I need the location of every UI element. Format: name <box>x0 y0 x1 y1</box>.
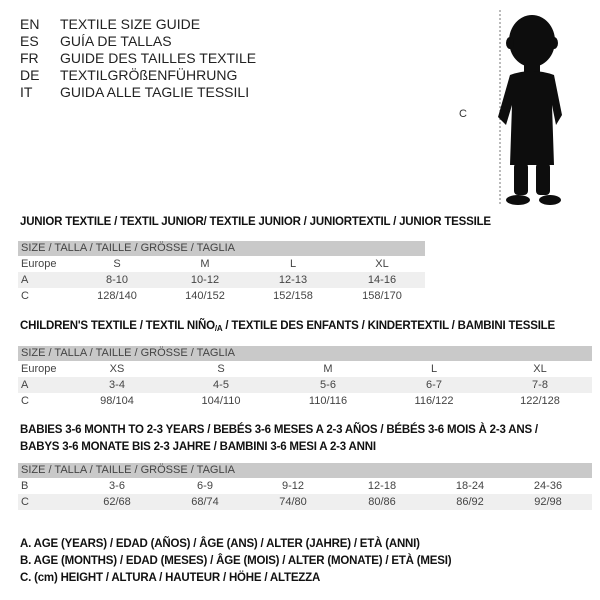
table-cell: 14-16 <box>367 274 397 286</box>
table-cell: M <box>323 363 333 375</box>
table-row: C 62/68 68/74 74/80 80/86 86/92 92/98 <box>18 494 592 510</box>
row-label: C <box>21 290 29 302</box>
title-text: GUIDE DES TAILLES TEXTILE <box>60 50 257 66</box>
table-cell: 3-4 <box>109 379 125 391</box>
table-cell: 128/140 <box>97 290 137 302</box>
table-cell: 5-6 <box>320 379 336 391</box>
table-cell: L <box>430 363 438 375</box>
row-label: Europe <box>21 363 57 375</box>
title-text: TEXTILGRÖßENFÜHRUNG <box>60 67 238 83</box>
junior-heading: JUNIOR TEXTILE / TEXTIL JUNIOR/ TEXTILE … <box>20 216 491 228</box>
child-silhouette-figure <box>498 10 562 205</box>
row-label: Europe <box>21 258 57 270</box>
babies-size-table: SIZE / TALLA / TAILLE / GRÖSSE / TAGLIA … <box>18 463 592 510</box>
title-it: IT GUIDA ALLE TAGLIE TESSILI <box>20 84 249 101</box>
table-cell: 6-9 <box>197 480 213 492</box>
children-heading-rest: / TEXTILE DES ENFANTS / KINDERTEXTIL / B… <box>222 320 555 332</box>
row-label: A <box>21 379 29 391</box>
table-cell: S <box>113 258 121 270</box>
table-row: C 128/140 140/152 152/158 158/170 <box>18 288 425 304</box>
table-cell: 104/110 <box>201 395 241 407</box>
table-cell: 80/86 <box>368 496 396 508</box>
measure-label: C <box>459 108 467 120</box>
babies-heading-line2: BABYS 3-6 MONATE BIS 2-3 JAHRE / BAMBINI… <box>20 441 376 453</box>
table-header: SIZE / TALLA / TAILLE / GRÖSSE / TAGLIA <box>18 463 592 478</box>
table-cell: 92/98 <box>534 496 562 508</box>
title-es: ES GUÍA DE TALLAS <box>20 33 172 50</box>
table-cell: 140/152 <box>185 290 225 302</box>
table-cell: 4-5 <box>213 379 229 391</box>
children-heading: CHILDREN'S TEXTILE / TEXTIL NIÑO/A / TEX… <box>20 320 555 333</box>
title-en: EN TEXTILE SIZE GUIDE <box>20 16 200 33</box>
table-cell: M <box>200 258 210 270</box>
table-cell: 18-24 <box>455 480 485 492</box>
legend-a: A. AGE (YEARS) / EDAD (AÑOS) / ÂGE (ANS)… <box>20 538 420 550</box>
table-cell: 152/158 <box>273 290 313 302</box>
table-cell: XL <box>533 363 547 375</box>
table-cell: 116/122 <box>414 395 454 407</box>
table-cell: 98/104 <box>100 395 134 407</box>
table-cell: 9-12 <box>281 480 305 492</box>
title-de: DE TEXTILGRÖßENFÜHRUNG <box>20 67 237 84</box>
table-cell: 62/68 <box>103 496 131 508</box>
table-cell: 3-6 <box>109 480 125 492</box>
table-cell: S <box>217 363 225 375</box>
table-cell: 158/170 <box>362 290 402 302</box>
table-row: A 8-10 10-12 12-13 14-16 <box>18 272 425 288</box>
table-cell: XL <box>375 258 389 270</box>
junior-size-table: SIZE / TALLA / TAILLE / GRÖSSE / TAGLIA … <box>18 241 425 304</box>
lang-code: EN <box>20 16 40 32</box>
table-cell: 12-18 <box>367 480 397 492</box>
table-cell: XS <box>109 363 125 375</box>
table-cell: 110/116 <box>308 395 348 407</box>
row-label: C <box>21 395 29 407</box>
table-cell: 8-10 <box>105 274 129 286</box>
lang-code: FR <box>20 50 39 66</box>
table-cell: 6-7 <box>426 379 442 391</box>
row-label: C <box>21 496 29 508</box>
table-row: B 3-6 6-9 9-12 12-18 18-24 24-36 <box>18 478 592 494</box>
child-silhouette-icon <box>498 15 562 205</box>
row-label: A <box>21 274 29 286</box>
children-heading-text: CHILDREN'S TEXTILE / TEXTIL NIÑO <box>20 320 215 332</box>
table-row: C 98/104 104/110 110/116 116/122 122/128 <box>18 393 592 409</box>
title-fr: FR GUIDE DES TAILLES TEXTILE <box>20 50 256 67</box>
children-heading-subscript: /A <box>214 324 223 333</box>
table-row: Europe XS S M L XL <box>18 361 592 377</box>
children-size-table: SIZE / TALLA / TAILLE / GRÖSSE / TAGLIA … <box>18 346 592 409</box>
lang-code: ES <box>20 33 39 49</box>
lang-code: IT <box>20 84 33 100</box>
babies-heading-line1: BABIES 3-6 MONTH TO 2-3 YEARS / BEBÉS 3-… <box>20 424 538 436</box>
table-cell: L <box>289 258 297 270</box>
table-cell: 68/74 <box>191 496 219 508</box>
title-text: GUÍA DE TALLAS <box>60 33 172 49</box>
lang-code: DE <box>20 67 40 83</box>
title-text: GUIDA ALLE TAGLIE TESSILI <box>60 84 250 100</box>
table-cell: 74/80 <box>279 496 307 508</box>
legend-b: B. AGE (MONTHS) / EDAD (MESES) / ÂGE (MO… <box>20 555 452 567</box>
table-cell: 10-12 <box>190 274 220 286</box>
row-label: B <box>21 480 29 492</box>
table-cell: 122/128 <box>520 395 560 407</box>
table-header: SIZE / TALLA / TAILLE / GRÖSSE / TAGLIA <box>18 346 592 361</box>
legend-c: C. (cm) HEIGHT / ALTURA / HAUTEUR / HÖHE… <box>20 572 321 584</box>
table-cell: 86/92 <box>456 496 484 508</box>
table-cell: 12-13 <box>278 274 308 286</box>
table-header: SIZE / TALLA / TAILLE / GRÖSSE / TAGLIA <box>18 241 425 256</box>
table-cell: 7-8 <box>532 379 548 391</box>
table-cell: 24-36 <box>533 480 563 492</box>
title-text: TEXTILE SIZE GUIDE <box>60 16 201 32</box>
table-row: A 3-4 4-5 5-6 6-7 7-8 <box>18 377 592 393</box>
table-row: Europe S M L XL <box>18 256 425 272</box>
